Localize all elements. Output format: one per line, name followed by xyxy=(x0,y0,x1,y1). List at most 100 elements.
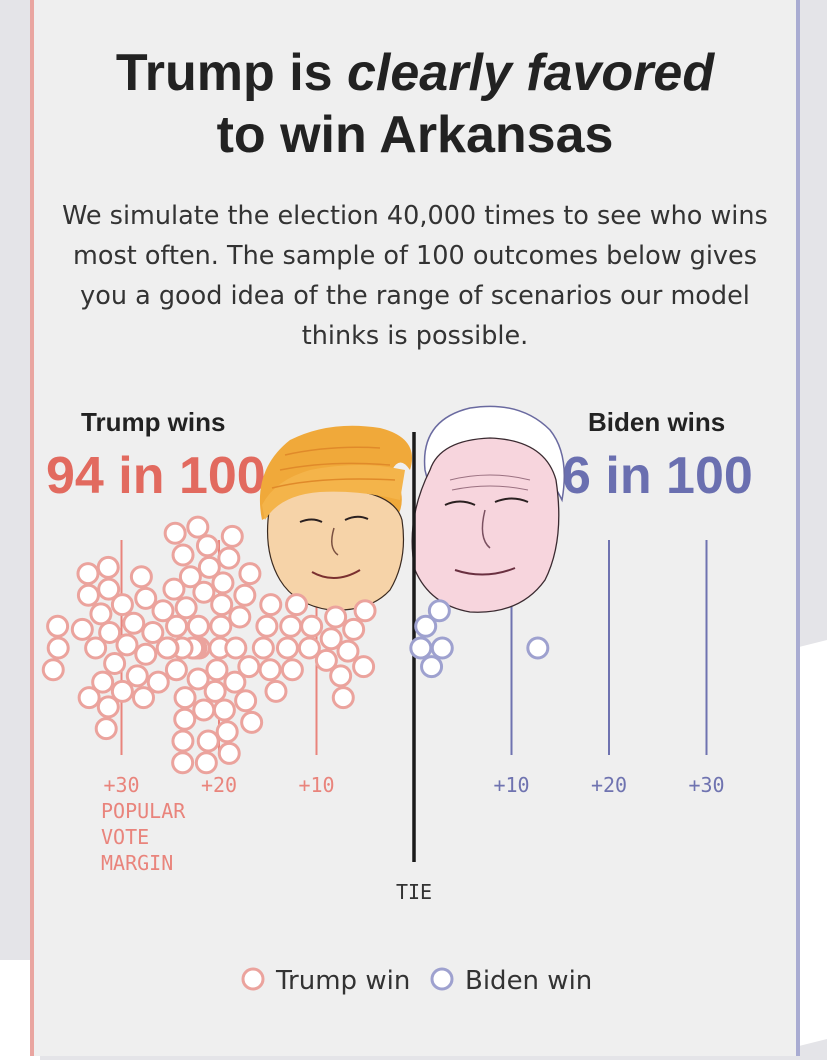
trump-win-dot xyxy=(77,686,101,710)
trump-win-dot xyxy=(162,577,186,601)
trump-win-dot xyxy=(196,729,220,753)
trump-win-dot xyxy=(264,679,288,703)
trump-win-dot xyxy=(300,614,324,638)
tick-label: +10 xyxy=(298,773,334,797)
tick-label: +30 xyxy=(103,773,139,797)
trump-win-dot xyxy=(342,617,366,641)
trump-win-dot xyxy=(163,521,187,545)
biden-win-dot xyxy=(430,636,454,660)
trump-win-dot xyxy=(212,698,236,722)
axis-tick-labels: +30 +20 +10 +10 +20 +30 xyxy=(103,773,724,797)
trump-win-dot xyxy=(224,636,248,660)
trump-win-dot xyxy=(220,524,244,548)
trump-win-dot xyxy=(234,689,258,713)
trump-win-dot xyxy=(122,611,146,635)
trump-win-dot xyxy=(319,627,343,651)
legend-biden-label: Biden win xyxy=(465,966,592,996)
trump-win-dot xyxy=(215,720,239,744)
trump-win-dot xyxy=(197,555,221,579)
legend-biden-marker xyxy=(430,967,454,991)
trump-win-dot xyxy=(174,596,198,620)
trump-win-dot xyxy=(94,717,118,741)
trump-win-dot xyxy=(165,614,189,638)
trump-win-dot xyxy=(115,633,139,657)
trump-wins-label: Trump wins xyxy=(81,407,226,437)
biden-win-dot xyxy=(414,614,438,638)
trump-win-dot xyxy=(186,515,210,539)
trump-win-dot xyxy=(228,605,252,629)
trump-win-dot xyxy=(205,658,229,682)
trump-win-dot xyxy=(125,664,149,688)
trump-win-dot xyxy=(134,586,158,610)
trump-win-dot xyxy=(171,543,195,567)
trump-win-dot xyxy=(209,614,233,638)
headline: Trump is clearly favored to win Arkansas xyxy=(34,42,796,166)
biden-wins-count: 6 in 100 xyxy=(562,447,753,505)
trump-win-dot xyxy=(89,602,113,626)
axis-label-line3: MARGIN xyxy=(101,851,173,875)
trump-win-dot xyxy=(155,636,179,660)
biden-win-dot xyxy=(427,599,451,623)
trump-mouth xyxy=(311,569,361,579)
trump-hair-strands xyxy=(271,446,396,489)
biden-eyes xyxy=(444,497,529,506)
axis-label-line2: VOTE xyxy=(101,825,149,849)
trump-nose xyxy=(331,527,339,556)
trump-win-dot xyxy=(41,658,65,682)
trump-win-dot xyxy=(233,583,257,607)
trump-win-dot xyxy=(141,621,165,644)
trump-win-dot xyxy=(251,636,275,660)
trump-win-dot xyxy=(46,636,70,660)
trump-win-dot xyxy=(280,658,304,682)
outcome-dots xyxy=(41,515,550,775)
trump-win-dot xyxy=(210,593,234,617)
trump-win-dot xyxy=(223,670,247,694)
trump-win-dot xyxy=(211,571,235,595)
description: We simulate the election 40,000 times to… xyxy=(62,201,768,351)
trump-win-dot xyxy=(237,655,261,679)
legend: Trump win Biden win xyxy=(241,966,592,996)
headline-emphasis: clearly favored xyxy=(347,44,715,102)
trump-illustration xyxy=(259,425,412,611)
trump-win-dot xyxy=(203,679,227,703)
trump-win-dot xyxy=(353,599,377,623)
trump-win-dot xyxy=(285,593,309,617)
trump-wins-count: 94 in 100 xyxy=(46,447,266,505)
tie-label: TIE xyxy=(396,880,432,904)
trump-win-dot xyxy=(110,679,134,703)
trump-win-dot xyxy=(46,614,70,638)
trump-win-dot xyxy=(324,605,348,629)
trump-win-dot xyxy=(76,562,100,586)
trump-win-dot xyxy=(329,664,353,688)
trump-win-dot xyxy=(336,639,360,663)
biden-win-dot xyxy=(420,655,444,679)
trump-win-dot xyxy=(76,583,100,607)
headline-part1: Trump is xyxy=(115,44,348,102)
trump-eyes xyxy=(299,515,369,523)
trump-win-dot xyxy=(195,534,219,558)
trump-win-dot xyxy=(134,642,158,666)
trump-win-dot xyxy=(352,655,376,679)
biden-illustration xyxy=(411,405,565,613)
trump-win-dot xyxy=(194,751,218,775)
tick-label: +30 xyxy=(688,773,724,797)
trump-win-dot xyxy=(131,686,155,710)
trump-win-dot xyxy=(97,577,121,601)
trump-win-dot xyxy=(173,686,197,710)
trump-win-dot xyxy=(129,565,153,589)
trump-win-dot xyxy=(146,670,170,694)
trump-face xyxy=(266,489,405,611)
trump-win-dot xyxy=(186,614,210,638)
biden-brow-lines xyxy=(449,474,531,491)
trump-win-dot xyxy=(238,562,262,586)
trump-win-dot xyxy=(70,617,94,641)
tick-label: +20 xyxy=(201,773,237,797)
trump-win-dot xyxy=(171,729,195,753)
axis-label-line1: POPULAR xyxy=(101,799,186,823)
headline-part3: to win Arkansas xyxy=(216,106,614,164)
trump-win-dot xyxy=(96,555,120,579)
trump-win-dot xyxy=(178,565,202,589)
biden-win-dot xyxy=(409,636,433,660)
biden-nose xyxy=(481,509,491,549)
